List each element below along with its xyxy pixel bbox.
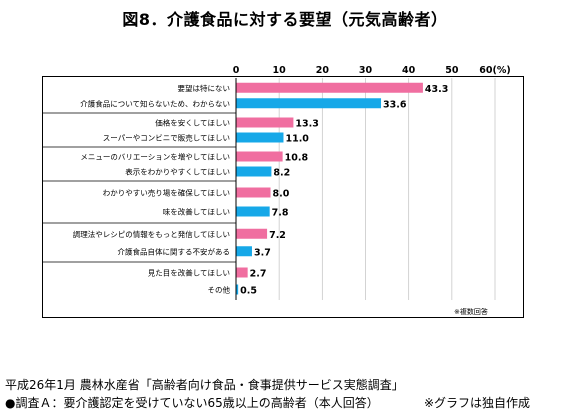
source-line: 平成26年1月 農林水産省「高齢者向け食品・食事提供サービス実態調査」 [5, 378, 404, 392]
category-label: 価格を安くしてほしい [155, 118, 230, 128]
value-label: 7.2 [269, 230, 286, 241]
category-label: 介護食品自体に関する不安がある [118, 246, 231, 256]
value-label: 43.3 [425, 84, 448, 95]
chart-frame [42, 76, 524, 318]
x-tick-label: 60(%) [479, 65, 510, 76]
category-label: 味を改善してほしい [163, 207, 230, 217]
value-label: 10.8 [285, 153, 309, 164]
category-label: 要望は特にない [178, 83, 231, 93]
x-tick-label: 10 [273, 65, 287, 76]
chart-title: 図8．介護食品に対する要望（元気高齢者） [122, 10, 448, 29]
x-tick-label: 20 [316, 65, 330, 76]
category-label: わかりやすい売り場を確保してほしい [103, 188, 230, 198]
value-label: 0.5 [240, 286, 257, 297]
bar [236, 206, 270, 217]
bar [236, 187, 271, 198]
x-tick-label: 40 [402, 65, 416, 76]
category-label: メニューのバリエーションを増やしてほしい [80, 152, 230, 162]
value-label: 33.6 [383, 99, 407, 110]
value-label: 3.7 [254, 247, 271, 258]
x-tick-label: 30 [359, 65, 373, 76]
category-label: 介護食品について知らないため、わからない [80, 98, 230, 108]
value-label: 2.7 [250, 269, 267, 280]
bar [236, 166, 272, 177]
bar [236, 228, 268, 239]
bar [236, 132, 284, 143]
bar [236, 82, 423, 93]
bar [236, 246, 252, 257]
x-tick-label: 0 [233, 65, 240, 76]
bar [236, 267, 248, 278]
bar [236, 151, 283, 162]
category-label: その他 [208, 285, 231, 295]
survey-description: ●調査Ａ：要介護認定を受けていない65歳以上の高齢者（本人回答） [5, 396, 379, 410]
value-label: 13.3 [295, 119, 318, 130]
bar-chart: 0 10 20 30 40 50 60(%) 要望は特にない 43.3 介護食品について知らないた… [42, 65, 511, 300]
category-label: スーパーやコンビニで販売してほしい [103, 133, 230, 143]
bar [236, 117, 294, 128]
multiple-answer-note: ※複数回答 [454, 308, 488, 316]
x-tick-label: 50 [445, 65, 459, 76]
category-label: 表示をわかりやすくしてほしい [125, 167, 230, 177]
value-label: 8.2 [273, 168, 290, 179]
category-label: 調理法やレシピの情報をもっと発信してほしい [73, 229, 230, 239]
graph-credit: ※グラフは独自作成 [424, 396, 531, 410]
value-label: 11.0 [285, 134, 309, 145]
bar [236, 98, 382, 109]
value-label: 7.8 [272, 208, 289, 219]
bar [236, 284, 239, 295]
category-label: 見た目を改善してほしい [148, 268, 230, 278]
value-label: 8.0 [273, 189, 290, 200]
